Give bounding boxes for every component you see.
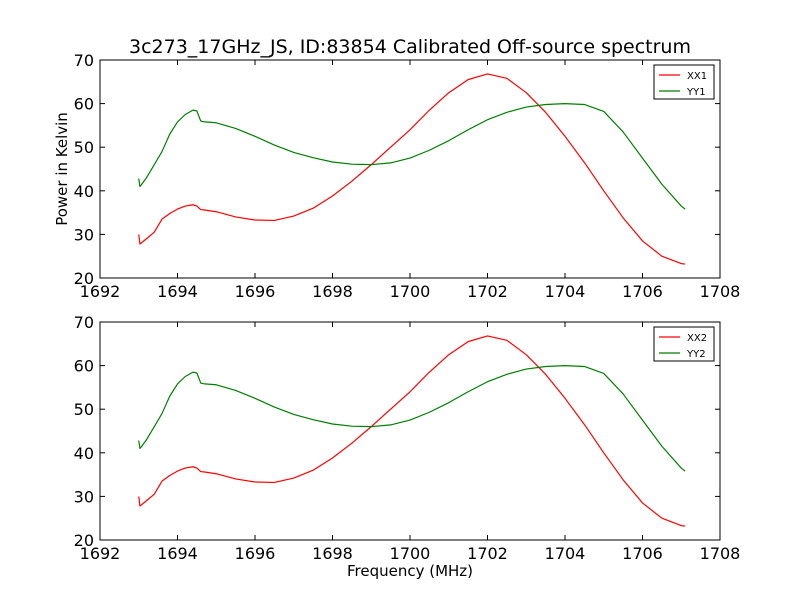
- series-line-yy2: [138, 365, 686, 472]
- series-line-xx2: [138, 335, 686, 527]
- series-line-yy1: [138, 103, 686, 210]
- x-tick-label: 1706: [622, 544, 663, 563]
- y-tick-label: 30: [74, 225, 94, 244]
- x-tick-label: 1694: [157, 544, 198, 563]
- y-tick-label: 50: [74, 400, 94, 419]
- legend-label-yy2: YY2: [686, 349, 706, 360]
- y-tick-label: 40: [74, 182, 94, 201]
- legend-label-xx1: XX1: [687, 71, 707, 82]
- legend-box: [653, 64, 715, 100]
- x-tick-label: 1708: [700, 544, 741, 563]
- y-tick-label: 20: [74, 269, 94, 288]
- chart-title: 3c273_17GHz_JS, ID:83854 Calibrated Off-…: [129, 36, 691, 58]
- x-tick-label: 1708: [700, 282, 741, 301]
- legend-label-xx2: XX2: [687, 333, 707, 344]
- y-tick-label: 30: [74, 487, 94, 506]
- x-tick-label: 1694: [157, 282, 198, 301]
- y-tick-label: 50: [74, 138, 94, 157]
- y-tick-label: 20: [74, 531, 94, 550]
- x-tick-label: 1700: [390, 282, 431, 301]
- x-tick-label: 1700: [390, 544, 431, 563]
- x-tick-label: 1704: [545, 282, 586, 301]
- series-line-xx1: [138, 73, 686, 265]
- x-axis-label: Frequency (MHz): [347, 562, 473, 580]
- x-tick-label: 1698: [312, 282, 353, 301]
- x-tick-label: 1692: [80, 544, 121, 563]
- y-axis-label: Power in Kelvin: [53, 112, 71, 226]
- subplot-bottom: 1692 1694 1696 1698 1700 1702 1704 1706 1708 20 30…: [74, 313, 741, 563]
- y-tick-label: 40: [74, 444, 94, 463]
- x-tick-label: 1696: [235, 544, 276, 563]
- y-tick-label: 60: [74, 357, 94, 376]
- x-tick-label: 1696: [235, 282, 276, 301]
- x-tick-label: 1702: [467, 282, 508, 301]
- x-tick-label: 1706: [622, 282, 663, 301]
- legend-label-yy1: YY1: [686, 87, 706, 98]
- x-tick-label: 1692: [80, 282, 121, 301]
- subplot-top: 1692 1694 1696 1698 1700 1702 1704 1706 1708 20 30…: [74, 51, 741, 301]
- legend-box: [653, 326, 715, 362]
- y-tick-label: 70: [74, 51, 94, 70]
- y-tick-label: 70: [74, 313, 94, 332]
- x-tick-label: 1698: [312, 544, 353, 563]
- x-tick-label: 1704: [545, 544, 586, 563]
- y-tick-label: 60: [74, 95, 94, 114]
- x-tick-label: 1702: [467, 544, 508, 563]
